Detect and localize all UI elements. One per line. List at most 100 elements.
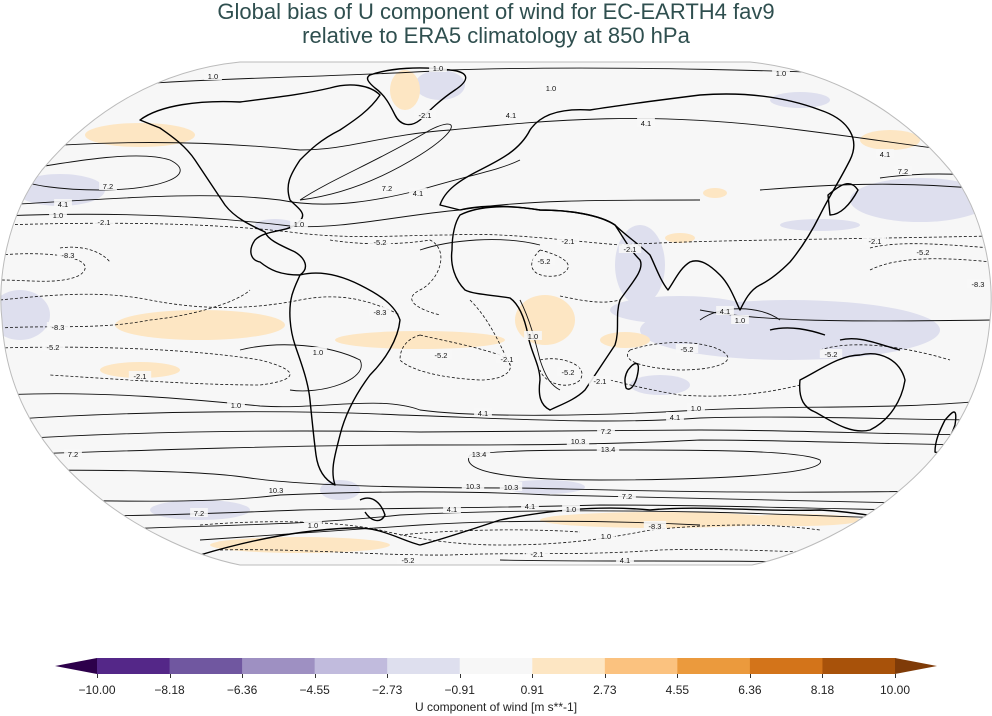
map-plot: 1.0 1.0 1.0 1.0 4.1 4.1 4.1 -2.1 7.2 7.2 4.1 7.2 4.1… — [0, 61, 992, 566]
continent-antarctica — [199, 507, 941, 556]
colorbar-tick-mark — [242, 674, 244, 678]
colorbar-bin — [242, 658, 316, 674]
contours-positive — [0, 67, 992, 563]
contour-label: 1.0 — [546, 84, 556, 93]
contour-label: -5.2 — [562, 368, 575, 377]
colorbar-bin — [532, 658, 606, 674]
contour-label: 13.4 — [472, 450, 487, 459]
contour-label: -2.1 — [594, 377, 607, 386]
contour-label: -5.2 — [681, 345, 694, 354]
colorbar-bin — [314, 658, 388, 674]
colorbar-tick-label: 2.73 — [593, 683, 617, 697]
contour-label: -2.1 — [531, 550, 544, 559]
contour-labels: 1.0 1.0 1.0 1.0 4.1 4.1 4.1 -2.1 7.2 7.2 4.1 7.2 4.1… — [41, 63, 990, 565]
contour-label: -8.3 — [374, 308, 387, 317]
contour-label: -8.3 — [52, 323, 65, 332]
contour-label: 4.1 — [720, 307, 730, 316]
contour-label: -8.3 — [62, 251, 75, 260]
contour-label: -2.1 — [624, 245, 637, 254]
contour-label: 13.4 — [601, 445, 616, 454]
contour-label: -5.2 — [402, 556, 415, 565]
contour-label: 4.1 — [447, 505, 457, 514]
colorbar-tick-mark — [387, 674, 389, 678]
colorbar-tick-mark — [532, 674, 534, 678]
contour-label: 4.1 — [641, 119, 651, 128]
continent-japan — [827, 182, 859, 216]
contour-label: -5.2 — [538, 257, 551, 266]
contour-label: 4.1 — [620, 556, 630, 565]
contour-label: 7.2 — [103, 182, 113, 191]
colorbar-bin — [677, 658, 751, 674]
coastlines — [139, 67, 957, 556]
colorbar-tick-label: −2.73 — [371, 683, 403, 697]
contour-label: -2.1 — [134, 372, 147, 381]
contour-label: 1.0 — [313, 348, 323, 357]
colorbar-bin — [604, 658, 678, 674]
colorbar-bin — [97, 658, 171, 674]
colorbar-tick-label: 4.55 — [665, 683, 690, 697]
contour-label: 4.1 — [525, 502, 535, 511]
colorbar-bins — [97, 658, 896, 674]
colorbar-tick-label: 0.91 — [520, 683, 544, 697]
contour-label: -5.2 — [374, 238, 387, 247]
colorbar-tick-label: 6.36 — [738, 683, 762, 697]
contour-label: 10.3 — [466, 482, 481, 491]
contour-label: -2.1 — [419, 111, 432, 120]
contour-label: 1.0 — [231, 401, 241, 410]
map-outline — [0, 61, 992, 566]
colorbar-tick-label: −4.55 — [299, 683, 330, 697]
contour-label: 1.0 — [294, 220, 304, 229]
contour-label: -2.1 — [869, 237, 882, 246]
continent-south-america — [289, 272, 401, 486]
contour-label: 7.2 — [898, 167, 908, 176]
continent-madagascar — [624, 362, 640, 390]
contour-label: -2.1 — [501, 355, 514, 364]
contour-label: -5.2 — [825, 350, 838, 359]
contour-label: 1.0 — [566, 505, 576, 514]
chart-title: Global bias of U component of wind for E… — [0, 0, 992, 48]
map-background — [0, 62, 992, 565]
colorbar-tick-label: −10.00 — [78, 683, 116, 697]
colorbar — [55, 658, 937, 674]
contour-label: 4.1 — [670, 413, 680, 422]
contour-label: -8.3 — [972, 280, 985, 289]
contour-label: 4.1 — [413, 189, 423, 198]
contour-label: 4.1 — [478, 409, 488, 418]
contour-label: 10.3 — [269, 486, 284, 495]
contour-label: 1.0 — [735, 316, 745, 325]
colorbar-tick-label: −8.18 — [154, 683, 185, 697]
contour-label: 10.3 — [571, 437, 586, 446]
contours-negative — [0, 222, 992, 556]
colorbar-extend-low — [55, 658, 97, 674]
colorbar-tick-mark — [314, 674, 316, 678]
colorbar-tick-mark — [895, 674, 896, 678]
contour-label: 1.0 — [53, 211, 63, 220]
colorbar-extend-high — [895, 658, 937, 674]
title-line-2: relative to ERA5 climatology at 850 hPa — [302, 23, 690, 48]
contour-label: 1.0 — [433, 64, 443, 73]
contour-label: 1.0 — [208, 72, 218, 81]
colorbar-tick-mark — [459, 674, 461, 678]
colorbar-bin — [169, 658, 243, 674]
continent-indonesia — [769, 327, 901, 351]
colorbar-tick-mark — [749, 674, 751, 678]
contour-label: -5.2 — [47, 343, 60, 352]
contour-label: 1.0 — [308, 521, 318, 530]
colorbar-tick-mark — [169, 674, 171, 678]
contour-label: 1.0 — [528, 332, 538, 341]
contour-label: -5.2 — [917, 248, 930, 257]
colorbar-tick-label: −6.36 — [226, 683, 258, 697]
contour-label: 7.2 — [68, 450, 78, 459]
contour-label: 1.0 — [691, 404, 701, 413]
contour-label: 7.2 — [382, 184, 392, 193]
colorbar-tick-label: 8.18 — [810, 683, 835, 697]
contour-label: 10.3 — [504, 483, 519, 492]
continent-australia — [798, 353, 906, 432]
colorbar-tick-mark — [822, 674, 824, 678]
contour-label: 4.1 — [58, 200, 68, 209]
title-line-1: Global bias of U component of wind for E… — [217, 0, 775, 24]
colorbar-tick-mark — [97, 674, 98, 678]
contour-label: 4.1 — [506, 111, 516, 120]
colorbar-tick-mark — [604, 674, 606, 678]
colorbar-bin — [387, 658, 461, 674]
